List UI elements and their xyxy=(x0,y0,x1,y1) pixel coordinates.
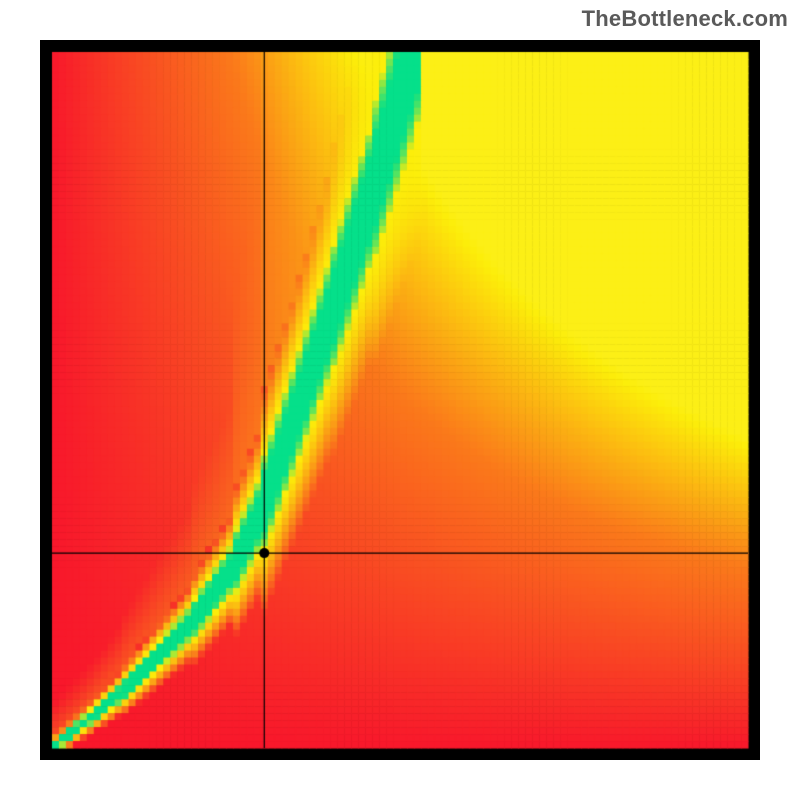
watermark-text: TheBottleneck.com xyxy=(582,6,788,32)
heatmap-canvas xyxy=(40,40,760,760)
heatmap-plot xyxy=(40,40,760,760)
chart-container: TheBottleneck.com xyxy=(0,0,800,800)
